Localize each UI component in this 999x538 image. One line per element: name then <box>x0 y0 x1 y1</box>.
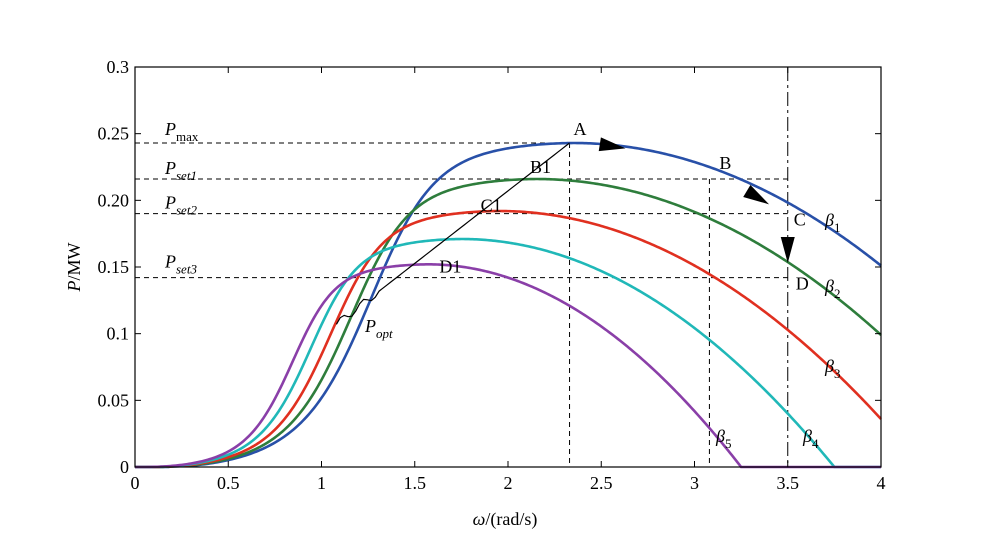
axis-ticks: 0 0.5 1 1.5 2 2.5 3 3.5 4 0 0.05 0.1 0.15 0.20 0.25 0.3 <box>98 57 886 493</box>
series-label-beta2: β2 <box>824 276 840 301</box>
level-label-set1: Pset1 <box>164 158 197 183</box>
trajectory-arrows <box>598 137 795 263</box>
point-label-d: D <box>796 274 809 294</box>
point-label-c1: C1 <box>481 196 502 216</box>
popt-line <box>335 142 570 325</box>
point-label-a: A <box>574 119 587 139</box>
level-label-set3: Pset3 <box>164 252 197 277</box>
series-label-beta5: β5 <box>715 426 731 451</box>
y-tick-label: 0 <box>120 457 129 477</box>
point-label-d1: D1 <box>439 256 461 276</box>
series-line-beta3 <box>135 209 882 469</box>
series-label-beta3: β3 <box>824 356 840 381</box>
y-tick-label: 0.1 <box>107 324 130 344</box>
arrow-a-to-b <box>598 137 626 152</box>
level-label-max: Pmax <box>164 119 199 144</box>
plot-border <box>134 66 882 468</box>
point-label-b1: B1 <box>530 157 551 177</box>
x-tick-label: 2.5 <box>590 473 613 493</box>
series-line-beta4 <box>135 237 881 469</box>
arrow-c-to-d <box>780 237 795 263</box>
x-axis-title: ω/(rad/s) <box>473 509 538 530</box>
level-label-set2: Pset2 <box>164 193 197 218</box>
y-tick-label: 0.25 <box>98 124 130 144</box>
y-tick-label: 0.3 <box>107 57 130 77</box>
plot-frame <box>134 66 882 468</box>
popt-line-group <box>335 142 570 325</box>
y-axis-title: P/MW <box>64 242 84 292</box>
x-tick-label: 1 <box>317 473 326 493</box>
y-tick-label: 0.05 <box>98 390 130 410</box>
x-tick-label: 3.5 <box>777 473 800 493</box>
series-label-beta4: β4 <box>802 426 819 451</box>
x-tick-label: 3 <box>690 473 699 493</box>
series-label-beta1: β1 <box>824 210 840 235</box>
point-label-b: B <box>719 153 731 173</box>
series-line-beta5 <box>135 263 881 469</box>
point-label-c: C <box>794 210 806 230</box>
x-tick-label: 0 <box>131 473 140 493</box>
annotations: Pmax Pset1 Pset2 Pset3 A B C D B1 C1 D1 β1 β2 β3 β4 β5 P… <box>164 119 840 451</box>
x-tick-label: 4 <box>877 473 886 493</box>
x-tick-label: 2 <box>504 473 513 493</box>
popt-label: Popt <box>364 316 393 341</box>
y-tick-label: 0.15 <box>98 257 130 277</box>
series-line-beta2 <box>135 177 882 469</box>
x-tick-label: 0.5 <box>217 473 240 493</box>
arrow-b-to-c <box>743 184 770 205</box>
series-line-beta1 <box>135 141 882 469</box>
y-tick-label: 0.20 <box>98 190 130 210</box>
x-tick-label: 1.5 <box>404 473 427 493</box>
